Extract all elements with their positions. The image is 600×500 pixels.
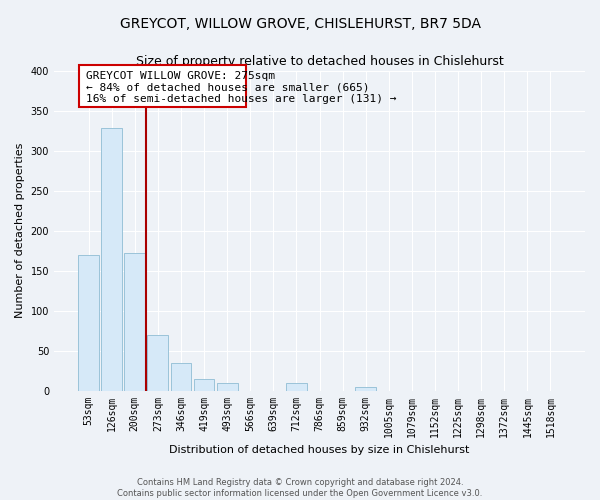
Bar bbox=[124, 253, 145, 390]
Text: GREYCOT WILLOW GROVE: 275sqm: GREYCOT WILLOW GROVE: 275sqm bbox=[86, 72, 275, 82]
Title: Size of property relative to detached houses in Chislehurst: Size of property relative to detached ho… bbox=[136, 55, 503, 68]
Text: ← 84% of detached houses are smaller (665): ← 84% of detached houses are smaller (66… bbox=[86, 82, 370, 92]
Bar bbox=[286, 384, 307, 390]
Text: 16% of semi-detached houses are larger (131) →: 16% of semi-detached houses are larger (… bbox=[86, 94, 397, 104]
Bar bbox=[78, 254, 99, 390]
FancyBboxPatch shape bbox=[79, 65, 245, 106]
Bar bbox=[101, 128, 122, 390]
X-axis label: Distribution of detached houses by size in Chislehurst: Distribution of detached houses by size … bbox=[169, 445, 470, 455]
Bar bbox=[217, 382, 238, 390]
Text: GREYCOT, WILLOW GROVE, CHISLEHURST, BR7 5DA: GREYCOT, WILLOW GROVE, CHISLEHURST, BR7 … bbox=[119, 18, 481, 32]
Bar bbox=[148, 334, 168, 390]
Bar bbox=[170, 364, 191, 390]
Bar bbox=[194, 380, 214, 390]
Y-axis label: Number of detached properties: Number of detached properties bbox=[15, 143, 25, 318]
Text: Contains HM Land Registry data © Crown copyright and database right 2024.
Contai: Contains HM Land Registry data © Crown c… bbox=[118, 478, 482, 498]
Bar bbox=[355, 388, 376, 390]
